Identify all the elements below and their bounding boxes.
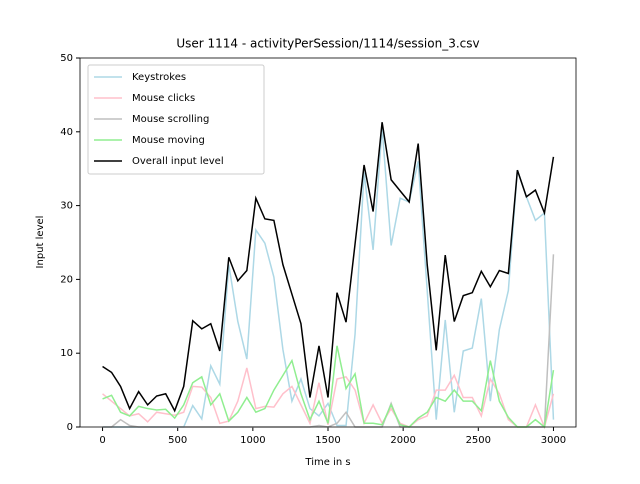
y-tick-label: 20 <box>60 274 73 285</box>
legend-label: Mouse moving <box>132 135 205 146</box>
x-tick-label: 1000 <box>240 435 265 446</box>
x-tick-label: 2000 <box>390 435 415 446</box>
plot-frame <box>79 57 577 428</box>
x-tick-label: 0 <box>99 435 105 446</box>
x-tick-label: 1500 <box>315 435 340 446</box>
series-line <box>102 122 555 413</box>
x-axis-label: Time in s <box>304 457 350 468</box>
series-line <box>102 345 555 429</box>
y-tick-label: 30 <box>60 201 73 212</box>
y-tick-label: 0 <box>67 422 73 433</box>
legend-label: Mouse clicks <box>132 93 195 104</box>
y-tick-label: 40 <box>60 127 73 138</box>
y-axis-label: Input level <box>35 216 46 269</box>
y-tick-label: 10 <box>60 348 73 359</box>
x-tick-label: 2500 <box>466 435 491 446</box>
y-tick-label: 50 <box>60 53 73 64</box>
legend-label: Keystrokes <box>132 72 186 83</box>
legend-label: Overall input level <box>132 156 224 167</box>
chart-title: User 1114 - activityPerSession/1114/sess… <box>176 37 479 51</box>
legend-box <box>87 64 265 175</box>
legend-label: Mouse scrolling <box>132 114 209 125</box>
x-tick-label: 500 <box>168 435 187 446</box>
x-tick-label: 3000 <box>541 435 566 446</box>
